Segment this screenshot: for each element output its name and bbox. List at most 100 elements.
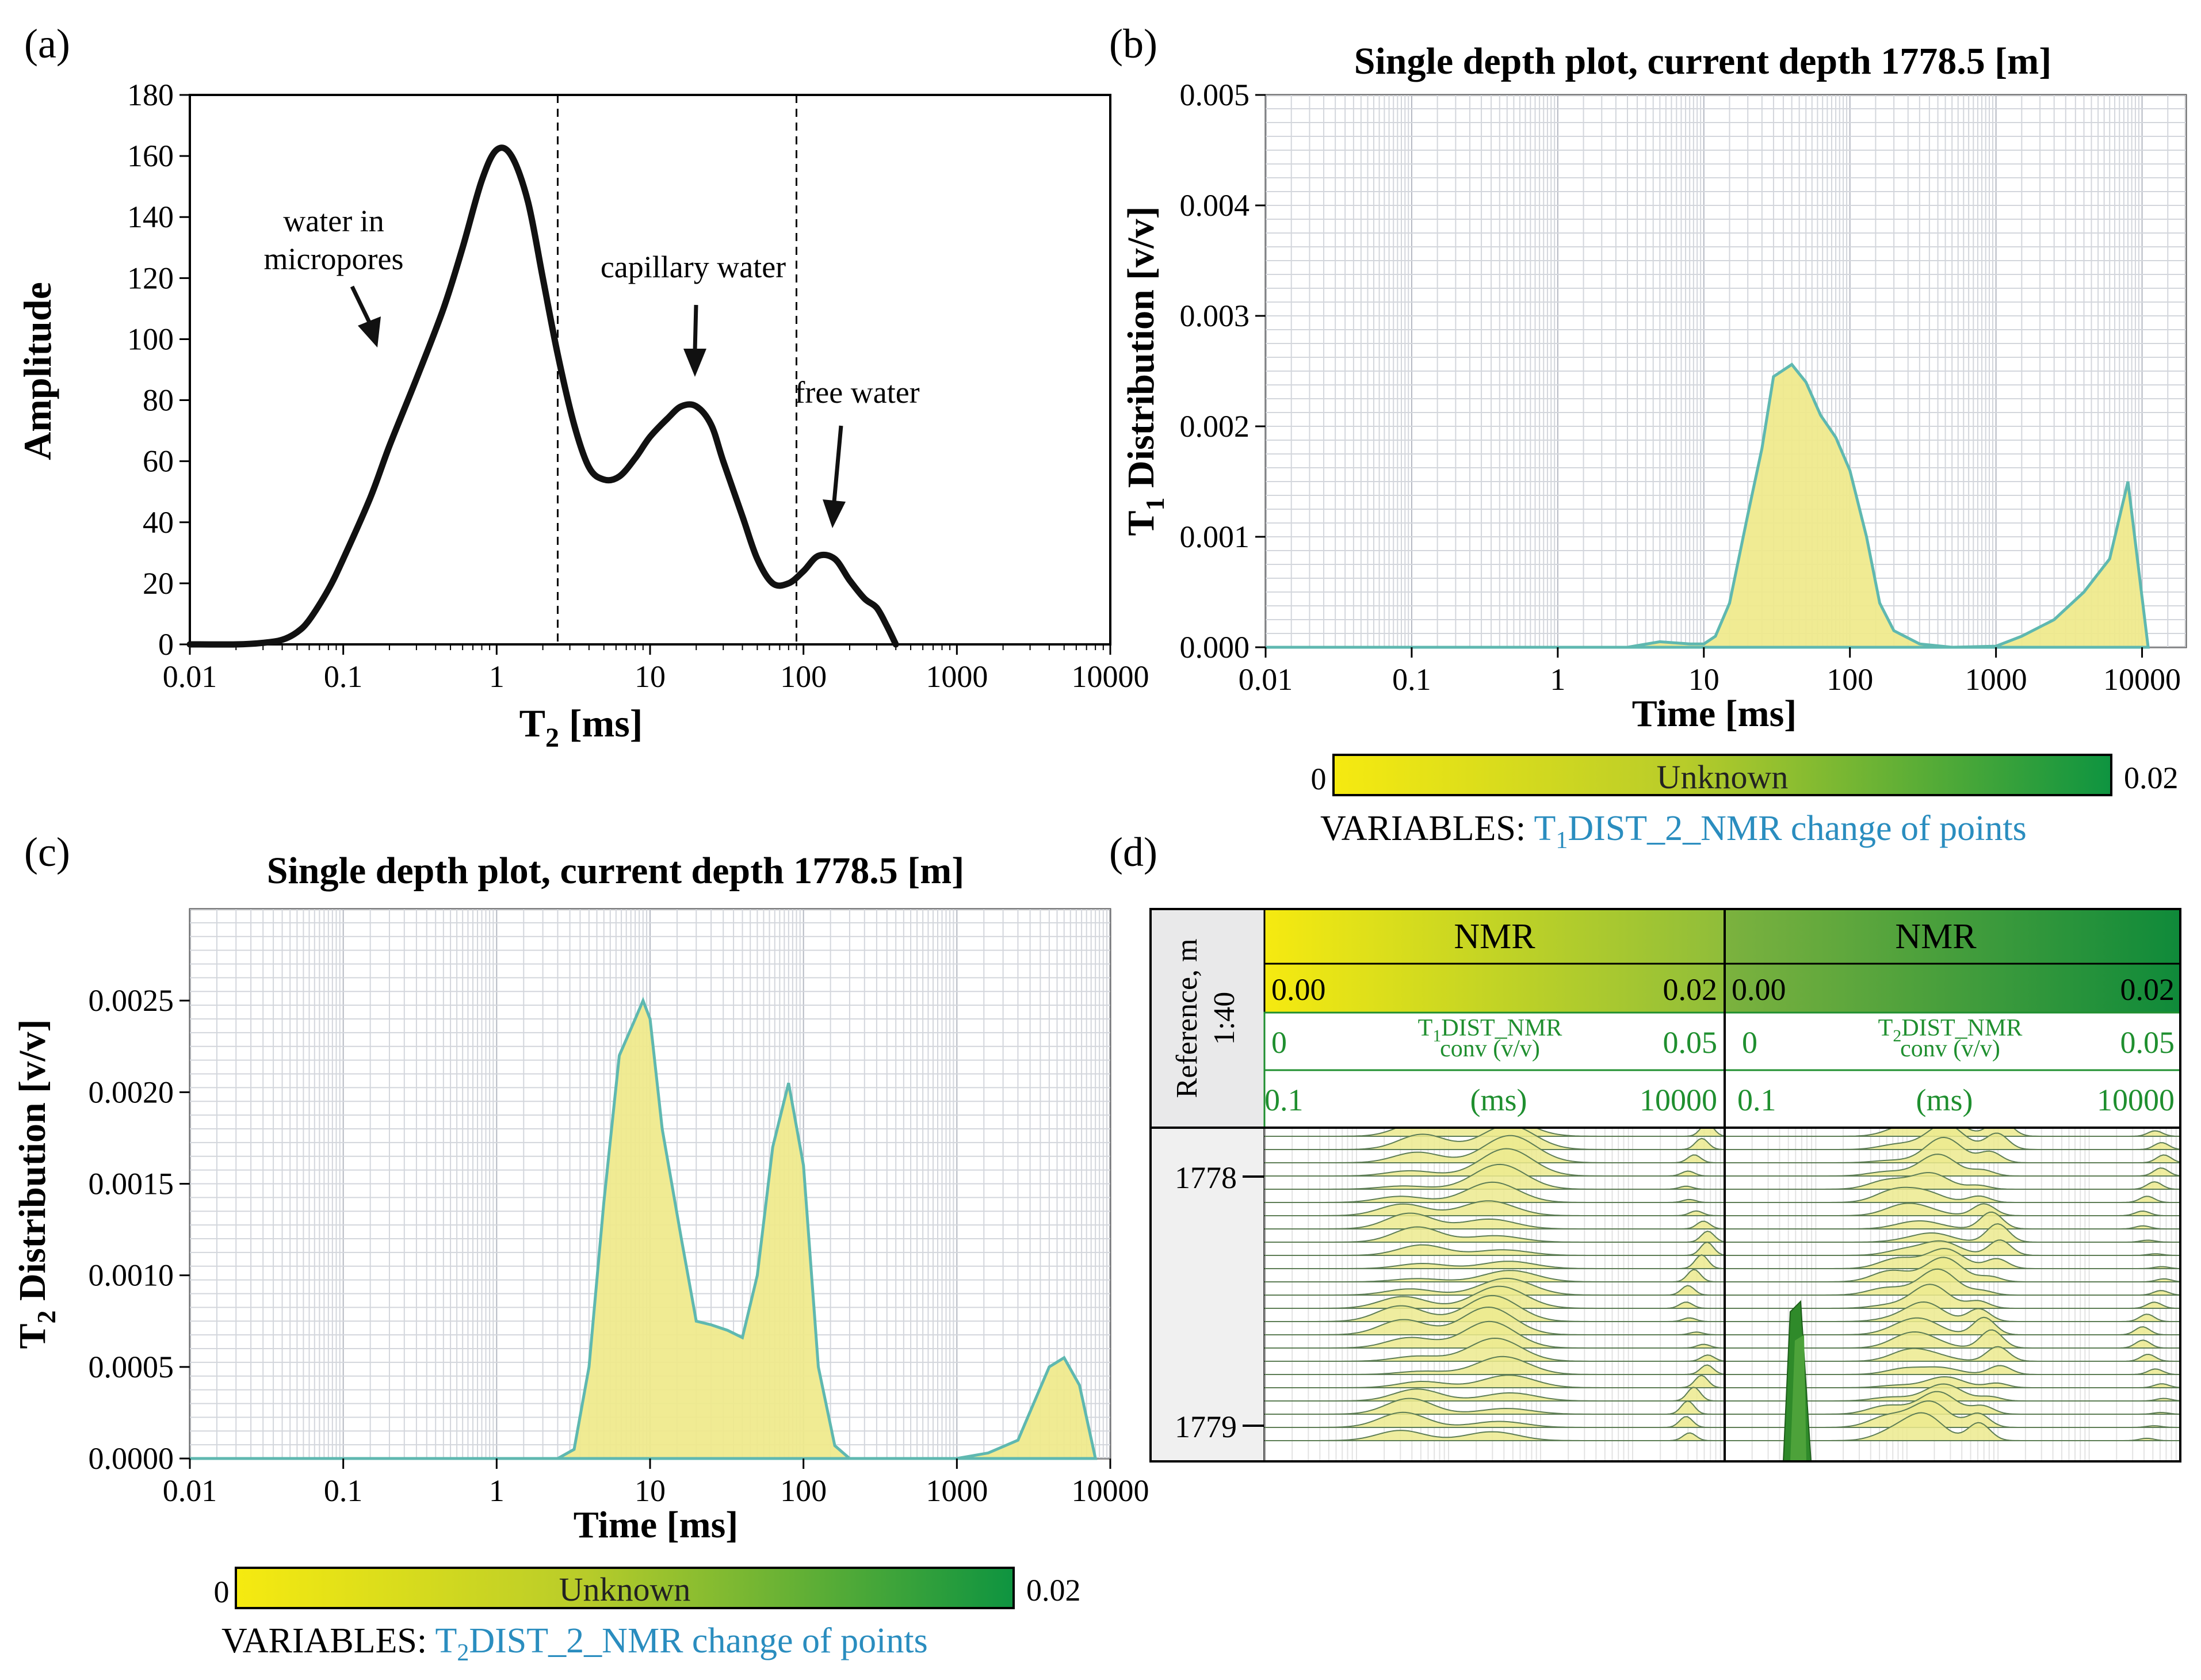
panel-b-xtick-label: 10000 [2103, 662, 2181, 697]
panel-a-xtick-label: 1 [489, 659, 505, 694]
track1-waveform [1264, 1374, 1725, 1388]
track2-waveform [1725, 1154, 2180, 1177]
panel-b-ytick-label: 0.001 [1180, 520, 1250, 554]
panel-c-colorbar-label: Unknown [559, 1571, 691, 1608]
panel-b-colorbar [1332, 754, 2112, 796]
panel-b-ytick-label: 0.002 [1180, 409, 1250, 444]
panel-c-ytick-label: 0.0005 [89, 1350, 174, 1384]
track2-waveform [1725, 1186, 2180, 1203]
track2-curve-name: T2DIST_NMR [1878, 1015, 2023, 1045]
track1-waveform [1264, 1200, 1725, 1216]
panel-c-xtick-label: 0.1 [324, 1473, 363, 1508]
panel-c-ytick-label: 0.0025 [89, 983, 174, 1018]
panel-b-ytick-label: 0.004 [1180, 188, 1250, 223]
track2-time-header [1724, 1069, 2181, 1129]
panel-b-t1-distribution [1266, 362, 2150, 649]
panel-a-xlabel: T2 [ms] [519, 701, 643, 753]
panel-b-xtick-label: 1 [1550, 662, 1565, 697]
track2-curve-header [1724, 1011, 2181, 1071]
panel-c-t2-distribution [190, 996, 1098, 1460]
panel-a-xtick-label: 100 [780, 659, 827, 694]
panel-c-xtick-label: 1 [489, 1473, 505, 1508]
panel-c-colorbar [235, 1567, 1015, 1609]
track2-waveform [1725, 1211, 2180, 1230]
track1-waveform [1264, 1226, 1725, 1243]
panel-c-variables: VARIABLES: T2DIST_2_NMR change of points [221, 1621, 928, 1666]
track1-waveform [1264, 1269, 1725, 1282]
track1-waveform [1264, 1306, 1725, 1335]
panel-a-ytick-label: 100 [127, 322, 174, 356]
log-frame-outline [1149, 908, 2181, 1463]
panel-c-ylabel: T2 Distribution [v/v] [12, 1019, 61, 1349]
reference-label: Reference, m [1171, 938, 1203, 1098]
panel-a-ylabel: Amplitude [16, 282, 59, 460]
panel-b-colorbar-label: Unknown [1657, 758, 1789, 796]
track1-title: NMR [1454, 917, 1535, 956]
panel-a-ytick-label: 140 [127, 200, 174, 234]
panel-c-label: (c) [24, 829, 70, 875]
panel-a-label: (a) [24, 21, 70, 67]
track1-time-header [1263, 1069, 1726, 1129]
track2-curve-max: 0.05 [2120, 1025, 2175, 1060]
track1-waveform [1264, 1337, 1725, 1362]
track2-waveform [1725, 1268, 2180, 1296]
panel-a-xtick-label: 10 [635, 659, 666, 694]
track1-curve-header [1263, 1011, 1726, 1071]
panel-a-ytick-label: 160 [127, 139, 174, 173]
panel-c-xtick-label: 1000 [926, 1473, 988, 1508]
panel-b: (b) Single depth plot, current depth 177… [1109, 21, 2187, 854]
panel-a-ytick-label: 180 [127, 78, 174, 112]
panel-b-xtick-label: 1000 [1965, 662, 2027, 697]
panel-a-xtick-label: 0.01 [163, 659, 217, 694]
track1-waveform [1264, 1356, 1725, 1375]
panel-b-ytick-label: 0.003 [1180, 299, 1250, 333]
panel-b-colorbar-min: 0 [1311, 762, 1327, 796]
track2-waveform [1725, 1223, 2180, 1243]
panel-c-ytick-label: 0.0020 [89, 1075, 174, 1109]
depth-label-1779: 1779 [1175, 1410, 1237, 1444]
track1-waveform [1264, 1387, 1725, 1402]
panel-c-xlabel: Time [ms] [574, 1504, 739, 1546]
panel-b-xtick-label: 100 [1826, 662, 1873, 697]
track1-scale-max: 0.02 [1663, 972, 1718, 1007]
track2-waveform [1725, 1247, 2180, 1269]
track2-waveform [1725, 1239, 2180, 1256]
track2-curve-unit: conv (v/v) [1900, 1036, 2000, 1062]
panel-c: (c) Single depth plot, current depth 177… [12, 829, 1149, 1666]
panel-b-ylabel: T1 Distribution [v/v] [1120, 206, 1170, 536]
track2-waveform [1725, 1202, 2180, 1216]
panel-c-ytick-label: 0.0010 [89, 1258, 174, 1293]
track2-title: NMR [1895, 917, 1977, 956]
panel-b-xlabel: Time [ms] [1632, 693, 1797, 735]
track1-waveform [1264, 1430, 1725, 1441]
track2-waveform [1725, 1136, 2180, 1163]
panel-c-ytick-label: 0.0000 [89, 1441, 174, 1476]
annotation-capillary: capillary water [601, 250, 786, 284]
panel-a-ytick-label: 60 [143, 444, 174, 479]
track2-scale-max: 0.02 [2120, 972, 2175, 1007]
track1-time-unit: (ms) [1470, 1083, 1527, 1117]
panel-b-variables: VARIABLES: T1DIST_2_NMR change of points [1320, 809, 2027, 854]
track1-waveform [1264, 1254, 1725, 1269]
track2-time-max: 10000 [2097, 1083, 2175, 1117]
panel-a-plot-frame [189, 94, 1111, 646]
panel-b-ticks: 0.01 0.1 1 10 100 1000 10000 0.000 0.001 0.002 0.0… [1180, 78, 2181, 697]
track2-spike-highlight [1790, 1335, 1806, 1461]
annotation-micropores-1: water in [283, 204, 384, 238]
track2-scale-min: 0.00 [1732, 972, 1786, 1007]
panel-a-ytick-label: 40 [143, 505, 174, 540]
track1-scale-bar [1263, 963, 1726, 1014]
track1-time-max: 10000 [1640, 1083, 1717, 1117]
track1-waveform [1264, 1398, 1725, 1415]
panel-c-xtick-label: 0.01 [163, 1473, 217, 1508]
panel-b-colorbar-max: 0.02 [2124, 761, 2179, 795]
panel-a-xtick-label: 10000 [1072, 659, 1149, 694]
track1-scale-min: 0.00 [1271, 972, 1326, 1007]
track1-waveform [1264, 1148, 1725, 1177]
panel-b-grid [1266, 95, 2186, 647]
panel-c-xtick-label: 10 [635, 1473, 666, 1508]
panel-c-ticks: 0.01 0.1 1 10 100 1000 10000 0.0000 0.0005 0.0010… [89, 983, 1149, 1508]
track1-curve-unit: conv (v/v) [1440, 1036, 1540, 1062]
track2-time-unit: (ms) [1916, 1083, 1973, 1117]
track1-waveform [1264, 1241, 1725, 1256]
